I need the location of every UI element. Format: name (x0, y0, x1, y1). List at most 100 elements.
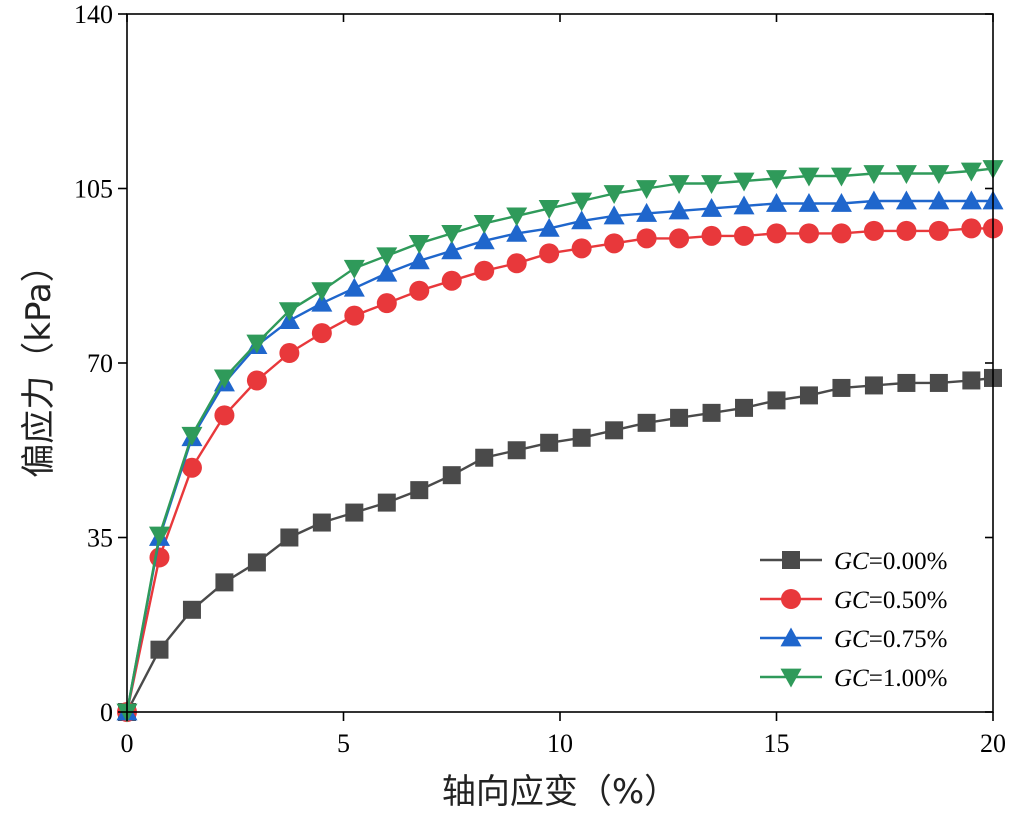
data-point (538, 217, 560, 237)
data-point (928, 220, 949, 241)
data-point (181, 457, 202, 478)
data-point (506, 207, 528, 227)
data-point (473, 230, 495, 250)
data-point (767, 391, 786, 410)
data-point (343, 277, 365, 297)
data-point (895, 190, 917, 210)
data-point (603, 185, 625, 204)
y-tick-label: 35 (87, 524, 113, 553)
data-point (441, 224, 463, 244)
data-point (507, 441, 526, 460)
data-point (702, 403, 721, 422)
x-tick-label: 0 (121, 729, 134, 758)
data-point (929, 373, 948, 392)
series-line (125, 227, 993, 713)
x-tick-label: 5 (337, 729, 350, 758)
data-point (181, 426, 203, 446)
data-point (473, 215, 495, 234)
axis-labels: 轴向应变（%） 偏应力（kPa） (19, 248, 678, 812)
data-point (735, 398, 754, 417)
legend-item: GC=1.00% (760, 665, 947, 692)
data-point (539, 243, 560, 264)
data-point (928, 190, 950, 210)
data-point (636, 180, 658, 199)
y-tick-label: 140 (74, 0, 113, 29)
data-point (831, 223, 852, 244)
legend-label: GC=0.50% (834, 587, 947, 614)
y-tick-label: 0 (100, 698, 113, 727)
legend-label-value: =0.50% (869, 587, 948, 614)
legend-label-value: =0.75% (869, 626, 948, 653)
legend-marker (782, 551, 800, 569)
data-point (669, 228, 690, 249)
data-point (928, 165, 950, 185)
data-point (311, 323, 332, 344)
data-point (734, 225, 755, 246)
x-tick-label: 10 (547, 729, 573, 758)
series-1 (117, 218, 1003, 722)
data-point (798, 167, 820, 187)
y-axis-title: 偏应力（kPa） (19, 248, 59, 478)
data-point (636, 202, 658, 222)
data-point (733, 195, 755, 215)
data-point (603, 205, 625, 225)
data-point (442, 466, 461, 485)
data-point (668, 200, 690, 220)
data-point (246, 370, 267, 391)
data-point (637, 413, 656, 432)
data-point (605, 421, 624, 440)
legend-label-var: GC (834, 626, 869, 653)
data-point (798, 223, 819, 244)
data-point (766, 223, 787, 244)
axes: 0 5 10 15 20 0 35 70 105 140 (74, 0, 1006, 758)
data-point (798, 192, 820, 212)
series-group (116, 160, 1004, 723)
data-point (247, 553, 266, 572)
data-point (377, 493, 396, 512)
legend-item: GC=0.00% (760, 548, 947, 575)
legend-label-var: GC (834, 548, 869, 575)
data-point (766, 170, 787, 190)
data-point (636, 228, 657, 249)
data-point (863, 220, 884, 241)
data-point (376, 262, 398, 282)
data-point (701, 197, 723, 217)
y-tick-label: 105 (74, 175, 113, 204)
data-point (345, 503, 364, 522)
data-point (376, 247, 398, 267)
data-point (896, 220, 917, 241)
data-point (182, 600, 201, 619)
data-point (441, 270, 462, 291)
x-tick-label: 15 (764, 729, 790, 758)
data-point (668, 175, 690, 195)
data-point (863, 165, 885, 185)
legend-label-var: GC (834, 665, 869, 692)
data-point (897, 373, 916, 392)
data-point (410, 481, 429, 500)
data-point (864, 376, 883, 395)
series-line (125, 376, 994, 713)
data-point (475, 448, 494, 467)
legend-label-value: =1.00% (869, 665, 948, 692)
legend-marker (781, 589, 801, 609)
data-point (408, 234, 430, 254)
series-line (125, 167, 994, 713)
x-tick-label: 20 (980, 729, 1006, 758)
data-point (506, 222, 528, 242)
data-point (830, 192, 852, 212)
data-point (344, 305, 365, 326)
data-point (506, 253, 527, 274)
data-point (832, 378, 851, 397)
data-point (246, 334, 268, 354)
data-point (830, 167, 852, 187)
data-point (311, 292, 333, 312)
legend-item: GC=0.50% (760, 587, 947, 614)
data-point (149, 547, 170, 568)
data-point (960, 162, 982, 182)
data-point (150, 640, 169, 659)
data-point (409, 280, 430, 301)
data-point (408, 250, 430, 270)
series-line (125, 199, 993, 713)
data-point (701, 225, 722, 246)
